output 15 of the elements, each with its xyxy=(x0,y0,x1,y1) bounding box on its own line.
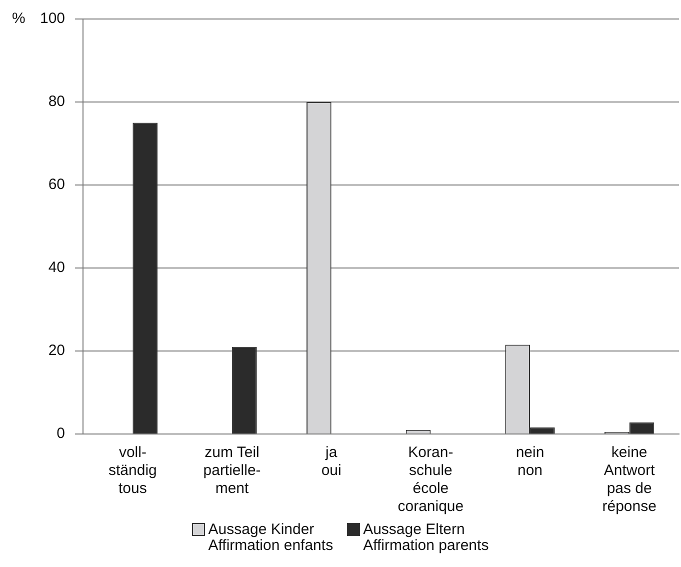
x-tick-label: keine Antwort pas de réponse xyxy=(602,444,656,516)
x-tick-label: ja oui xyxy=(321,444,342,480)
y-tick-label: 40 xyxy=(48,259,66,276)
y-tick-label: 0 xyxy=(56,425,66,442)
y-axis-title: % xyxy=(12,10,26,28)
y-tick-label: 20 xyxy=(48,342,66,360)
y-tick-label: 100 xyxy=(40,10,66,28)
x-tick-label: nein non xyxy=(516,444,544,480)
x-tick-label: voll- ständig tous xyxy=(108,444,157,498)
legend-label: Aussage Eltern Affirmation parents xyxy=(363,521,489,554)
y-tick-label: 80 xyxy=(48,93,66,110)
x-tick-label: Koran- schule école coranique xyxy=(398,444,464,516)
x-tick-label: zum Teil partielle- ment xyxy=(203,444,261,498)
legend-label: Aussage Kinder Affirmation enfants xyxy=(208,521,334,554)
y-tick-label: 60 xyxy=(48,176,66,194)
